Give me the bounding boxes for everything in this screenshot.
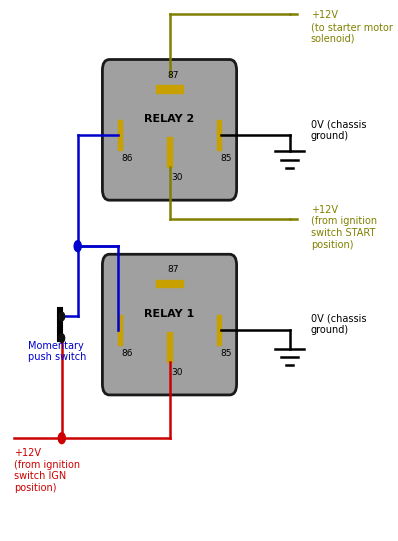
Text: +12V
(from ignition
switch IGN
position): +12V (from ignition switch IGN position): [14, 448, 80, 493]
Text: +12V
(to starter motor
solenoid): +12V (to starter motor solenoid): [311, 10, 393, 44]
Text: 30: 30: [171, 173, 182, 182]
Bar: [168, 332, 172, 362]
Bar: [217, 120, 221, 150]
Text: Momentary
push switch: Momentary push switch: [28, 341, 87, 362]
FancyBboxPatch shape: [102, 60, 236, 200]
Bar: [156, 85, 183, 93]
Text: 86: 86: [121, 154, 133, 163]
Circle shape: [59, 312, 64, 321]
Text: 86: 86: [121, 349, 133, 358]
Bar: [168, 137, 172, 167]
Text: 30: 30: [171, 368, 182, 377]
Bar: [118, 315, 122, 345]
Text: 0V (chassis
ground): 0V (chassis ground): [311, 314, 366, 335]
Text: 85: 85: [220, 349, 232, 358]
Circle shape: [74, 241, 81, 252]
Bar: [58, 308, 62, 341]
FancyBboxPatch shape: [102, 254, 236, 395]
Text: RELAY 1: RELAY 1: [144, 309, 195, 319]
Text: 87: 87: [167, 70, 179, 80]
Text: 85: 85: [220, 154, 232, 163]
Circle shape: [58, 433, 65, 444]
Bar: [156, 280, 183, 287]
Text: +12V
(from ignition
switch START
position): +12V (from ignition switch START positio…: [311, 205, 377, 249]
Bar: [118, 120, 122, 150]
Circle shape: [59, 334, 64, 342]
Bar: [217, 315, 221, 345]
Text: 87: 87: [167, 265, 179, 274]
Text: RELAY 2: RELAY 2: [144, 114, 195, 124]
Text: 0V (chassis
ground): 0V (chassis ground): [311, 119, 366, 141]
